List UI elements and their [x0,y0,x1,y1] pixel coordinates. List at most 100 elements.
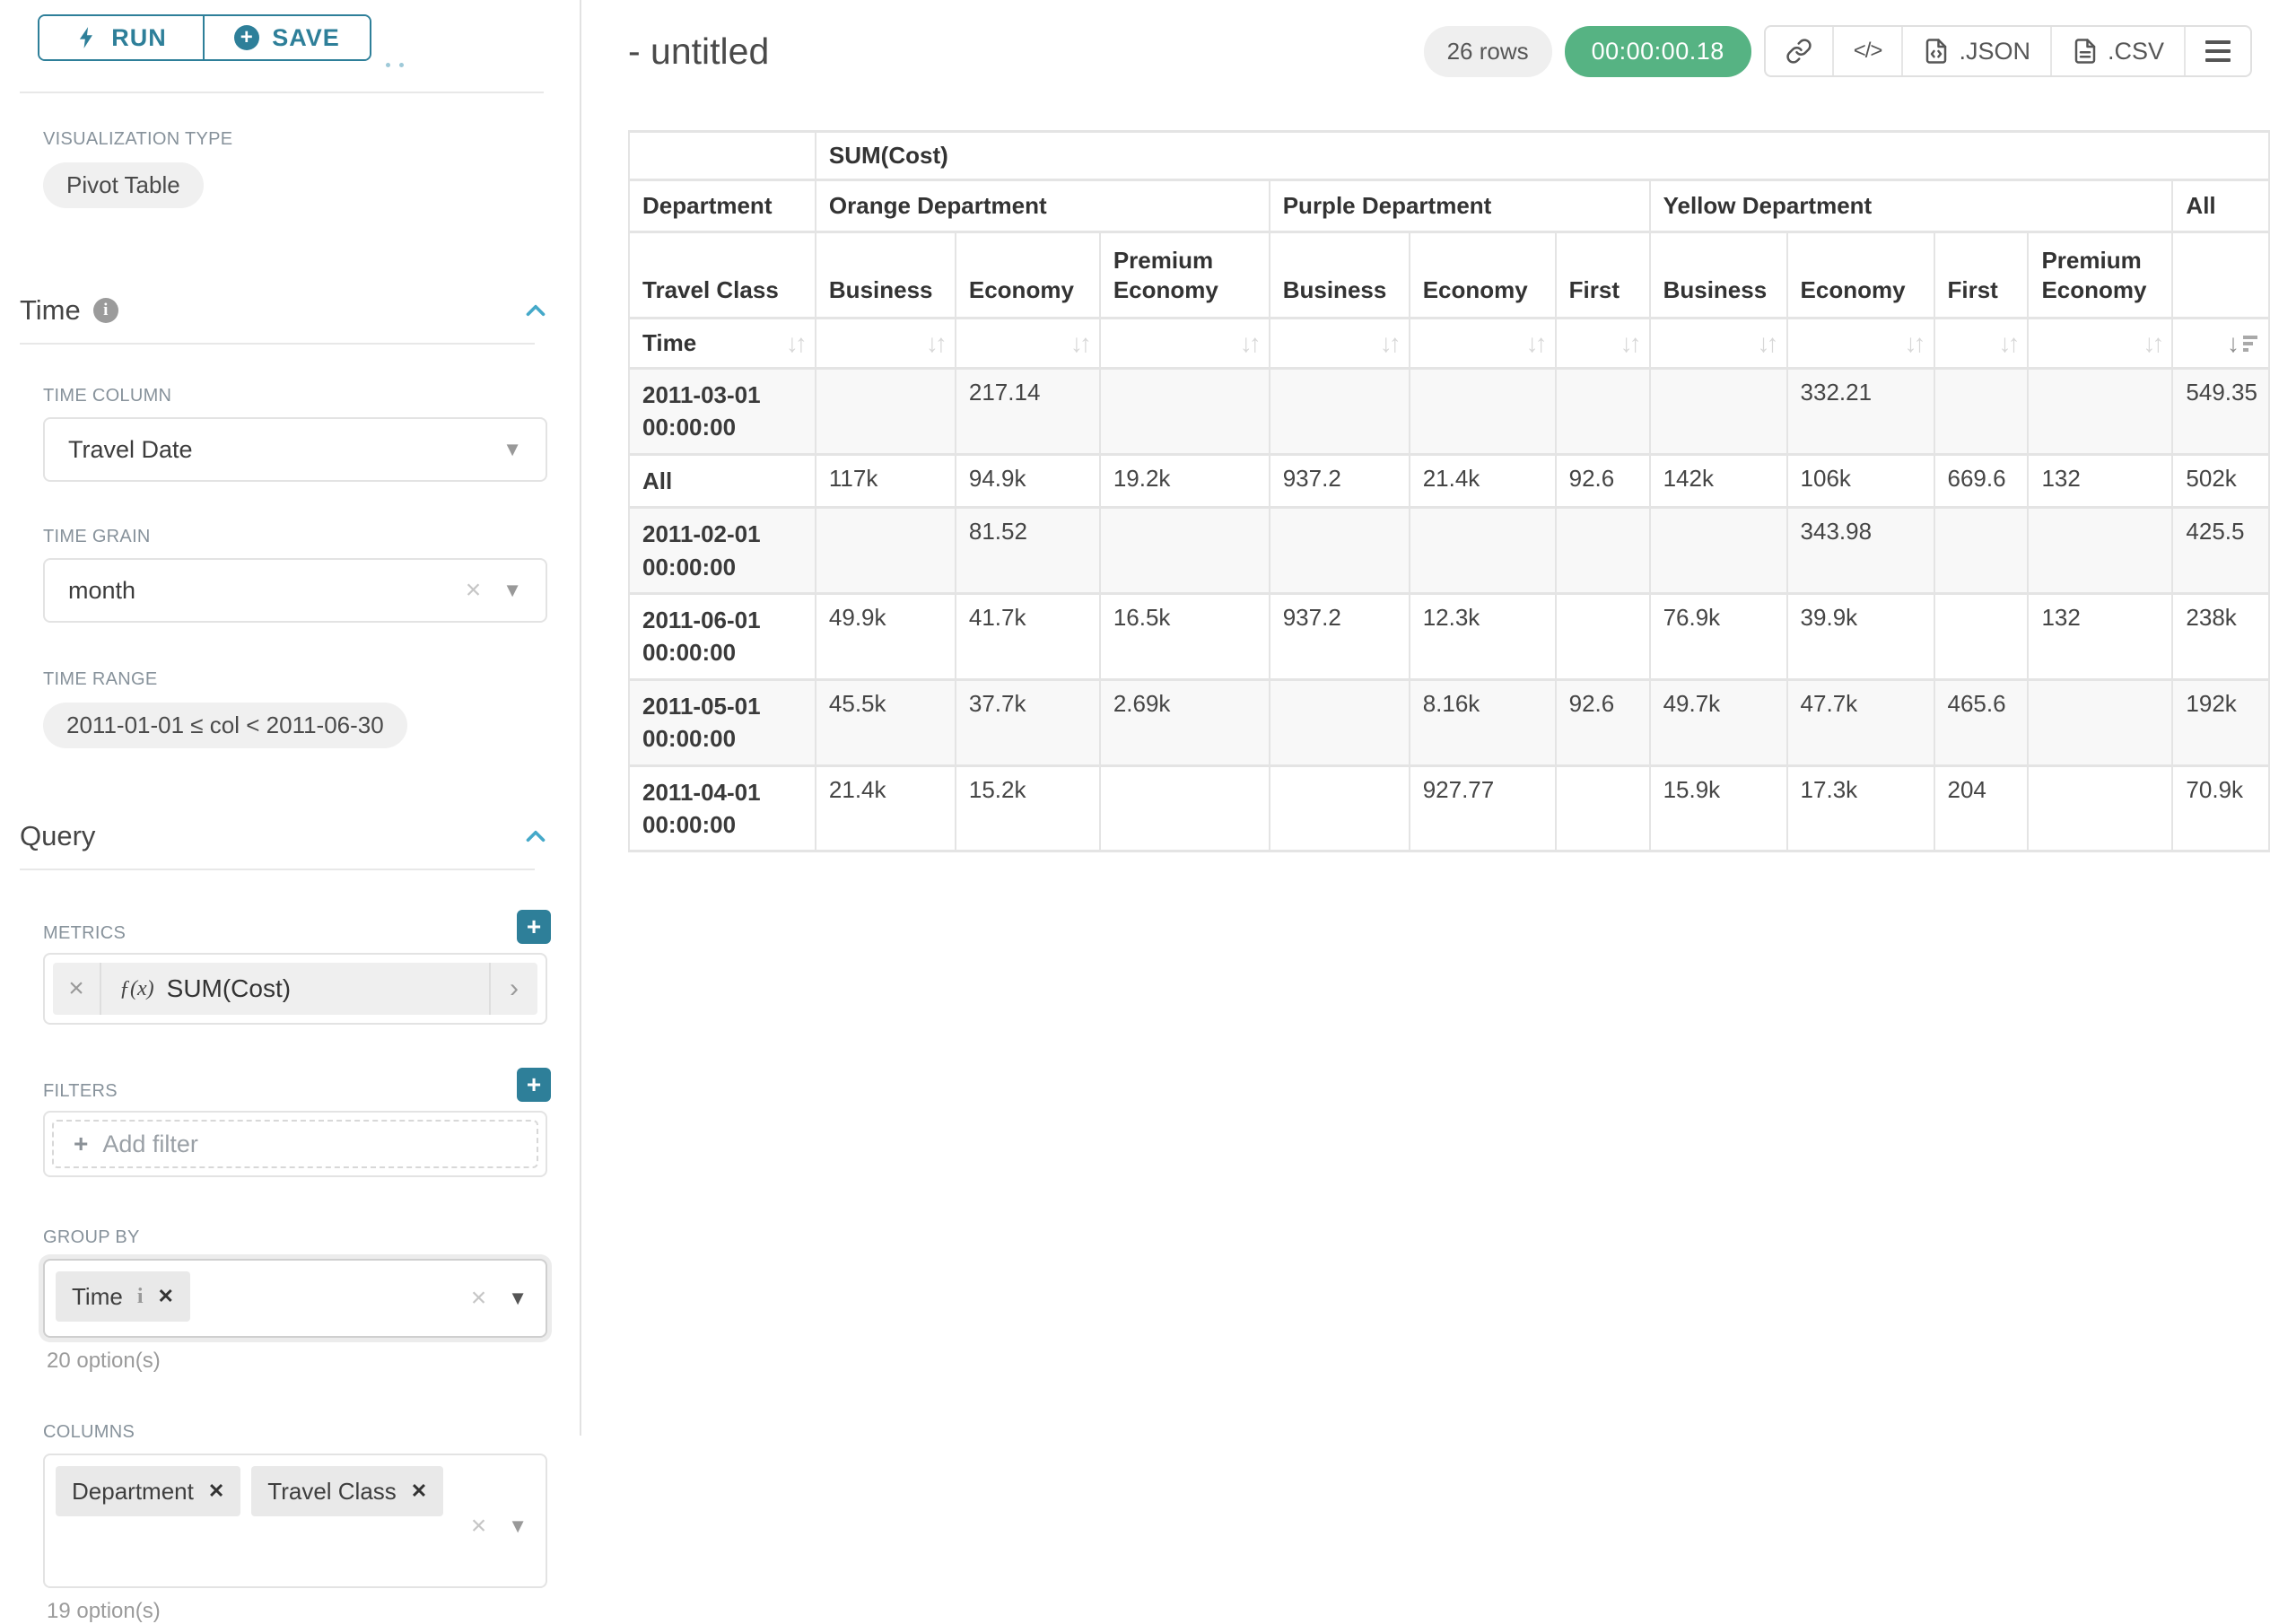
value-cell: 937.2 [1270,454,1410,507]
plus-icon: + [74,1130,88,1158]
columns-select[interactable]: Department✕Travel Class✕ × ▼ [43,1454,547,1588]
sort-toggle-icon[interactable]: ↓↑ [2143,329,2161,358]
fx-icon: ƒ(x) [119,977,154,1001]
value-cell [2028,679,2172,765]
section-divider [20,92,544,93]
value-cell: 94.9k [956,454,1100,507]
sort-toggle-icon[interactable]: ↓↑ [1905,329,1923,358]
group-by-label: GROUP BY [43,1227,551,1248]
viz-type-pill[interactable]: Pivot Table [43,162,204,208]
value-cell: 204 [1934,765,2029,851]
collapse-chevron-icon[interactable] [520,821,551,851]
travel-class-column-header: Business [1650,232,1787,319]
expand-metric-icon[interactable]: › [489,963,537,1015]
run-button[interactable]: RUN [39,16,205,59]
value-cell: 49.9k [816,593,956,679]
clear-icon[interactable]: × [471,1513,487,1540]
selected-option-tag[interactable]: Department ✕ [56,1466,240,1516]
row-label-cell: 2011-03-01 00:00:00 [629,369,816,455]
sort-toggle-icon[interactable]: ↓↑ [926,329,944,358]
row-label-cell: 2011-06-01 00:00:00 [629,593,816,679]
query-timer-badge: 00:00:00.18 [1565,26,1751,77]
time-grain-select[interactable]: month × ▼ [43,558,547,623]
row-label-cell: 2011-05-01 00:00:00 [629,679,816,765]
selected-option-tag[interactable]: Travel Class✕ [251,1466,443,1516]
export-csv-button[interactable]: .CSV [2052,27,2186,75]
menu-button[interactable] [2186,27,2250,75]
chevron-down-icon[interactable]: ▼ [508,1287,528,1310]
copy-link-button[interactable] [1766,27,1834,75]
value-cell: 12.3k [1410,593,1556,679]
value-cell: 92.6 [1556,454,1650,507]
add-filter-dropzone[interactable]: + Add filter [52,1120,538,1168]
pivot-corner-cell [629,132,816,180]
value-cell [1556,765,1650,851]
value-cell: 15.2k [956,765,1100,851]
hamburger-icon [2205,40,2231,62]
value-cell [816,369,956,455]
value-cell [2028,369,2172,455]
sort-toggle-icon[interactable]: ↓↑ [1998,329,2016,358]
value-cell [1270,369,1410,455]
sort-toggle-icon[interactable]: ↓↑ [1526,329,1544,358]
time-column-select[interactable]: Travel Date ▼ [43,417,547,482]
travel-class-column-header: First [1934,232,2029,319]
add-metric-button[interactable]: + [517,910,551,944]
value-cell: 332.21 [1787,369,1934,455]
file-csv-icon [2072,38,2099,65]
value-cell: 21.4k [1410,454,1556,507]
tag-label: Department [72,1478,194,1506]
department-group-header: Yellow Department [1650,180,2173,232]
travel-class-column-header: Premium Economy [1100,232,1270,319]
export-json-button[interactable]: .JSON [1903,27,2052,75]
clear-icon[interactable]: × [466,577,482,604]
sort-toggle-icon[interactable]: ↓↑ [1758,329,1776,358]
value-cell [816,508,956,594]
view-query-button[interactable]: </> [1834,27,1904,75]
value-cell: 192k [2172,679,2269,765]
remove-tag-icon[interactable]: ✕ [208,1480,224,1503]
value-cell [2028,508,2172,594]
remove-tag-icon[interactable]: ✕ [157,1285,173,1308]
add-filter-button[interactable]: + [517,1068,551,1102]
section-divider [20,869,535,870]
sort-toggle-icon[interactable]: ↓↑ [1070,329,1088,358]
value-cell: 343.98 [1787,508,1934,594]
sort-descending-icon[interactable]: ↓ [2227,329,2257,358]
value-cell: 76.9k [1650,593,1787,679]
remove-metric-icon[interactable]: × [53,963,101,1015]
sort-toggle-icon[interactable]: ↓↑ [786,329,804,358]
remove-tag-icon[interactable]: ✕ [411,1480,427,1503]
value-cell: 238k [2172,593,2269,679]
sort-toggle-icon[interactable]: ↓↑ [1620,329,1638,358]
value-cell: 37.7k [956,679,1100,765]
sort-toggle-icon[interactable]: ↓↑ [1240,329,1258,358]
panel-drag-handle[interactable] [386,63,404,67]
chart-title[interactable]: - untitled [628,31,769,73]
sort-header-cell: ↓↑ [1410,319,1556,369]
value-cell: 117k [816,454,956,507]
json-button-label: .JSON [1959,38,2030,65]
travel-class-column-header: Premium Economy [2028,232,2172,319]
time-header-label: Time [642,329,696,357]
chevron-down-icon[interactable]: ▼ [508,1515,528,1538]
time-range-pill[interactable]: 2011-01-01 ≤ col < 2011-06-30 [43,703,407,748]
sort-header-cell: ↓↑ [1787,319,1934,369]
add-filter-text: Add filter [102,1131,198,1158]
value-cell [1270,679,1410,765]
value-cell: 70.9k [2172,765,2269,851]
collapse-chevron-icon[interactable] [520,295,551,326]
value-cell [1410,369,1556,455]
department-group-header: Orange Department [816,180,1270,232]
row-count-badge: 26 rows [1424,26,1552,77]
save-button[interactable]: + SAVE [205,16,370,59]
travel-class-header-cell: Travel Class [629,232,816,319]
department-group-header: All [2172,180,2269,232]
metric-pill[interactable]: × ƒ(x) SUM(Cost) › [53,963,537,1015]
sort-toggle-icon[interactable]: ↓↑ [1380,329,1398,358]
clear-icon[interactable]: × [471,1285,487,1312]
